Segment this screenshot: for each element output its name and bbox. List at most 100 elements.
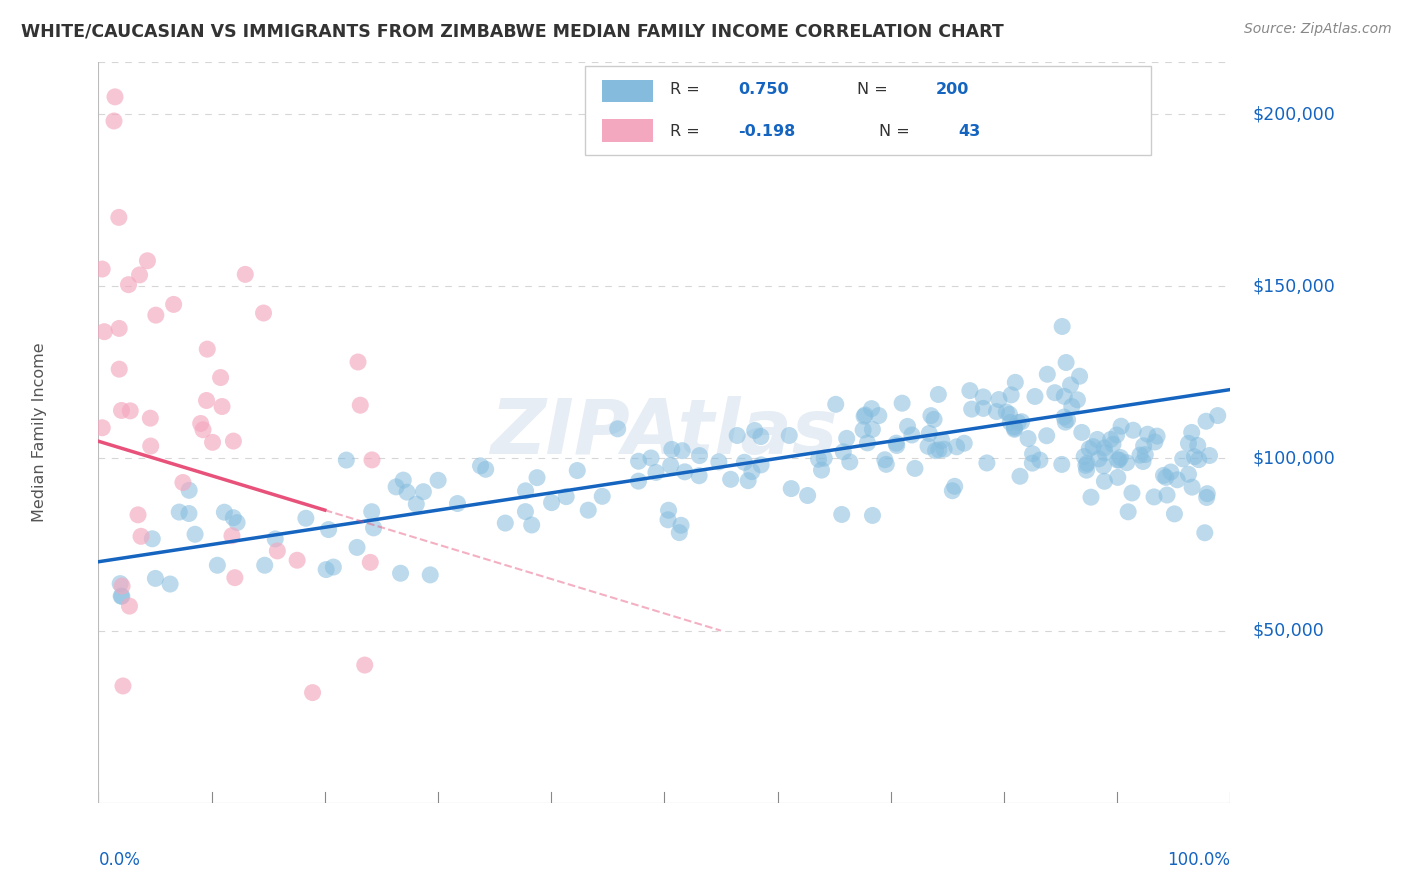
Point xyxy=(1092,441,1115,455)
Point xyxy=(301,685,323,699)
Point xyxy=(108,211,131,225)
Point xyxy=(195,342,218,356)
Point xyxy=(1194,525,1216,540)
Point xyxy=(520,518,543,533)
Point xyxy=(917,439,939,453)
Point xyxy=(252,306,274,320)
Point xyxy=(363,521,385,535)
Point xyxy=(346,541,368,555)
Point xyxy=(1076,463,1098,477)
Text: $100,000: $100,000 xyxy=(1253,450,1336,467)
Point xyxy=(190,417,212,431)
Point xyxy=(1017,432,1039,446)
Point xyxy=(737,474,759,488)
Point xyxy=(405,497,427,511)
Point xyxy=(172,475,194,490)
Point xyxy=(1094,446,1116,460)
Point xyxy=(1108,453,1130,467)
Point xyxy=(591,489,613,503)
Point xyxy=(1107,470,1129,484)
Point xyxy=(640,450,662,465)
Point xyxy=(515,483,537,498)
Point xyxy=(627,454,650,468)
Point xyxy=(972,401,994,416)
Text: R =: R = xyxy=(671,82,704,97)
Point xyxy=(145,571,167,585)
Point xyxy=(1188,452,1211,467)
Text: 0.750: 0.750 xyxy=(738,82,789,97)
Point xyxy=(853,409,876,424)
Text: $150,000: $150,000 xyxy=(1253,277,1336,295)
Point xyxy=(385,480,408,494)
Point xyxy=(606,422,628,436)
Point xyxy=(315,563,337,577)
Point xyxy=(1087,451,1109,466)
Point xyxy=(1085,433,1108,447)
Point xyxy=(657,513,679,527)
Point xyxy=(1171,451,1194,466)
Point xyxy=(886,438,908,452)
Point xyxy=(191,423,214,437)
Point xyxy=(720,472,742,486)
Point xyxy=(177,507,200,521)
Point xyxy=(1122,423,1144,437)
Point xyxy=(741,465,763,479)
Point xyxy=(671,443,693,458)
Point xyxy=(353,658,375,673)
Point xyxy=(1109,450,1132,465)
Point xyxy=(1187,438,1209,452)
Text: -0.198: -0.198 xyxy=(738,124,796,139)
Point xyxy=(780,482,803,496)
Point xyxy=(233,268,256,282)
Point xyxy=(1184,450,1206,464)
Point xyxy=(108,321,131,335)
Point xyxy=(972,390,994,404)
Point xyxy=(318,523,340,537)
Point xyxy=(884,436,907,450)
Point xyxy=(1116,505,1139,519)
Point xyxy=(361,453,384,467)
Point xyxy=(1007,416,1029,430)
Point xyxy=(927,387,949,401)
Point xyxy=(209,370,232,384)
Point xyxy=(179,483,201,498)
Point xyxy=(1163,507,1185,521)
Point xyxy=(347,355,370,369)
Point xyxy=(1177,467,1199,482)
Point xyxy=(494,516,516,530)
Point xyxy=(862,508,884,523)
Text: Median Family Income: Median Family Income xyxy=(32,343,48,523)
Point xyxy=(1060,400,1083,414)
Point xyxy=(214,505,236,519)
Point xyxy=(860,422,883,436)
Point xyxy=(868,409,890,423)
Point xyxy=(1115,456,1137,470)
Point xyxy=(1035,428,1057,442)
Bar xyxy=(602,120,652,142)
Text: 100.0%: 100.0% xyxy=(1167,851,1230,869)
Point xyxy=(1195,414,1218,428)
Point xyxy=(1195,491,1218,505)
Point xyxy=(540,495,562,509)
Point xyxy=(427,473,450,487)
Point xyxy=(707,455,730,469)
Point xyxy=(396,485,419,500)
Point xyxy=(253,558,276,573)
Point xyxy=(1105,428,1128,442)
Point xyxy=(1000,416,1022,430)
Point xyxy=(555,490,578,504)
Point xyxy=(108,576,131,591)
Point xyxy=(91,421,114,435)
Point xyxy=(1073,450,1095,464)
Point xyxy=(359,555,381,569)
Point xyxy=(118,599,141,613)
Point xyxy=(1156,488,1178,502)
Point xyxy=(689,449,711,463)
Point xyxy=(1059,378,1081,392)
Point xyxy=(1092,475,1115,489)
Point xyxy=(1132,454,1154,468)
Point xyxy=(335,453,357,467)
Point xyxy=(446,496,468,510)
Point xyxy=(953,436,976,450)
Point xyxy=(1069,369,1091,384)
